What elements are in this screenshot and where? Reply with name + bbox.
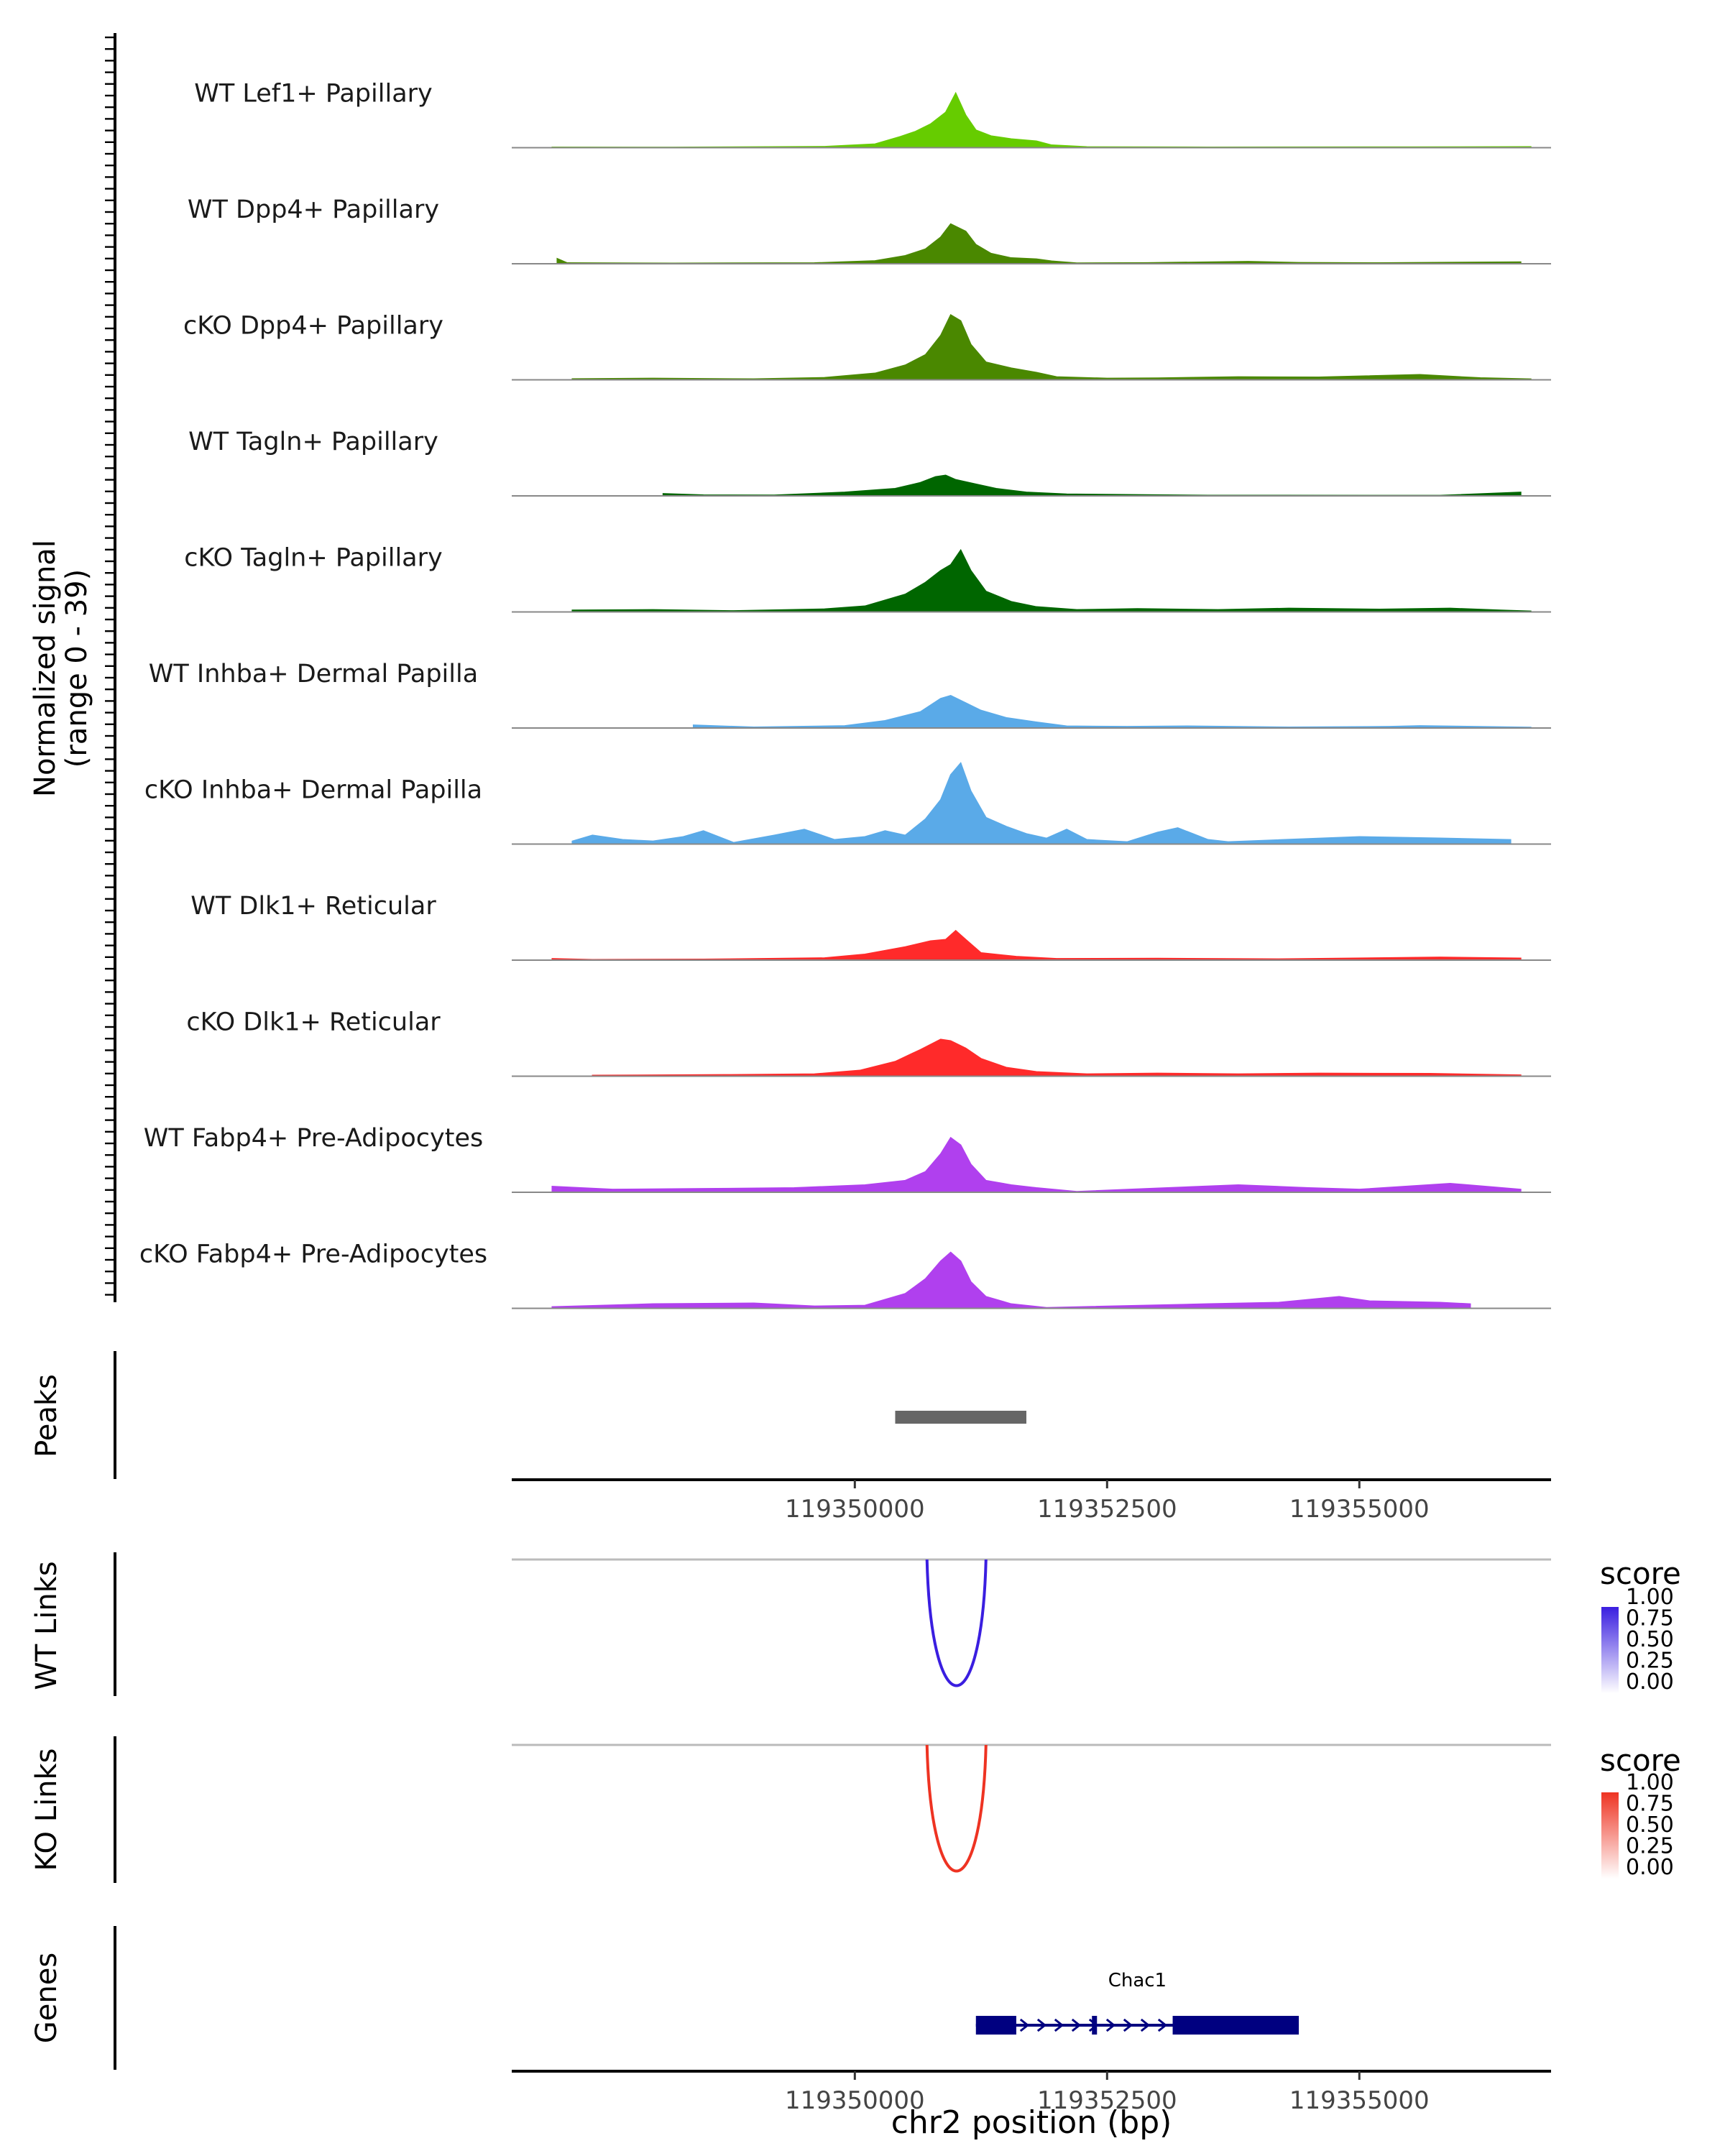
track-label: WT Tagln+ Papillary (188, 428, 438, 456)
strand-arrow (1054, 2018, 1064, 2032)
x-tick-label: 119350000 (785, 1495, 925, 1524)
track-9: WT Fabp4+ Pre-Adipocytes (144, 1124, 1551, 1193)
track-0: WT Lef1+ Papillary (194, 80, 1551, 149)
track-label: cKO Inhba+ Dermal Papilla (144, 776, 482, 805)
track-8: cKO Dlk1+ Reticular (186, 1008, 1551, 1077)
track-area (571, 762, 1512, 845)
wt-links-ylabel: WT Links (30, 1561, 63, 1690)
genes-ylabel: Genes (30, 1953, 63, 2043)
strand-arrow (1036, 2018, 1047, 2032)
track-4: cKO Tagln+ Papillary (184, 544, 1551, 613)
genes-x-axis-ticks: 119350000 119352500 119355000 (785, 2071, 1430, 2115)
ko-links-ylabel: KO Links (30, 1749, 63, 1871)
gene-exon (1092, 2016, 1098, 2035)
x-tick-label: 119355000 (1289, 1495, 1430, 1524)
track-area (571, 548, 1532, 613)
track-area (551, 1136, 1522, 1193)
track-2: cKO Dpp4+ Papillary (183, 312, 1551, 381)
ko-legend-title: score (1600, 1743, 1681, 1778)
wt-links-legend: score 1.000.750.500.250.00 (1600, 1556, 1681, 1695)
track-area (551, 1251, 1471, 1309)
track-6: cKO Inhba+ Dermal Papilla (144, 762, 1551, 845)
genes-xlabel: chr2 position (bp) (891, 2104, 1172, 2141)
ko-links-panel: KO Links score 1.000.750.500.250.00 (30, 1736, 1681, 1883)
coverage-ylabel: Normalized signal (29, 540, 62, 797)
track-label: cKO Dlk1+ Reticular (186, 1008, 441, 1037)
x-tick-label: 119355000 (1289, 2086, 1430, 2115)
track-area (571, 314, 1532, 381)
peaks-panel: Peaks 119350000 119352500 119355000 (30, 1351, 1551, 1524)
track-7: WT Dlk1+ Reticular (190, 892, 1551, 961)
track-area (592, 1038, 1522, 1077)
track-area (662, 474, 1522, 497)
legend-label: 0.75 (1626, 1606, 1674, 1631)
ko-legend-colorbar (1601, 1792, 1619, 1879)
peaks-ylabel: Peaks (30, 1374, 63, 1457)
track-area (551, 91, 1532, 149)
gene-exon (1172, 2016, 1300, 2035)
legend-label: 0.50 (1626, 1812, 1674, 1838)
track-label: WT Lef1+ Papillary (194, 80, 433, 109)
legend-label: 0.00 (1626, 1669, 1674, 1695)
wt-legend-title: score (1600, 1556, 1681, 1591)
track-10: cKO Fabp4+ Pre-Adipocytes (139, 1240, 1551, 1309)
x-tick-label: 119352500 (1037, 1495, 1177, 1524)
wt-links-panel: WT Links score 1.000.750.500.250.00 (30, 1552, 1681, 1696)
track-label: WT Dlk1+ Reticular (190, 892, 436, 921)
track-area (692, 694, 1532, 729)
track-label: cKO Tagln+ Papillary (184, 544, 443, 573)
ko-links-legend: score 1.000.750.500.250.00 (1600, 1743, 1681, 1880)
legend-label: 0.00 (1626, 1855, 1674, 1880)
legend-label: 1.00 (1626, 1585, 1674, 1610)
peak-interval (895, 1411, 1026, 1424)
legend-label: 0.25 (1626, 1834, 1674, 1859)
strand-arrow (1071, 2018, 1082, 2032)
coverage-tracks: WT Lef1+ Papillary WT Dpp4+ Papillary cKO … (139, 80, 1551, 1309)
track-label: WT Inhba+ Dermal Papilla (149, 660, 478, 688)
legend-label: 1.00 (1626, 1770, 1674, 1795)
strand-arrow (1019, 2018, 1030, 2032)
wt-link-arc (925, 1559, 988, 1687)
track-label: cKO Dpp4+ Papillary (183, 312, 443, 341)
x-tick-label: 119350000 (785, 2086, 925, 2115)
strand-arrow (1157, 2018, 1168, 2032)
ko-link-arc (925, 1744, 988, 1873)
legend-label: 0.75 (1626, 1792, 1674, 1817)
legend-label: 0.25 (1626, 1649, 1674, 1674)
legend-label: 0.50 (1626, 1627, 1674, 1652)
track-area (551, 929, 1522, 961)
strand-arrow (1105, 2018, 1116, 2032)
gene-model (975, 2016, 1300, 2035)
strand-arrow (1123, 2018, 1133, 2032)
wt-legend-labels: 1.000.750.500.250.00 (1626, 1585, 1674, 1695)
coverage-ylabel-range: (range 0 - 39) (60, 569, 93, 768)
wt-legend-colorbar (1601, 1607, 1619, 1693)
track-5: WT Inhba+ Dermal Papilla (149, 660, 1551, 729)
genes-panel: Genes Chac1 119350000 119352500 119355000 … (30, 1926, 1551, 2141)
x-tick-label: 119352500 (1037, 2086, 1177, 2115)
track-label: WT Dpp4+ Papillary (188, 195, 439, 224)
track-label: cKO Fabp4+ Pre-Adipocytes (139, 1240, 487, 1269)
track-1: WT Dpp4+ Papillary (188, 195, 1551, 264)
peaks-x-axis-ticks: 119350000 119352500 119355000 (785, 1480, 1430, 1524)
track-label: WT Fabp4+ Pre-Adipocytes (144, 1124, 483, 1153)
coverage-y-axis-ticks (105, 36, 115, 1296)
coverage-panel: Normalized signal (range 0 - 39) WT Lef1… (29, 33, 1551, 1309)
track-3: WT Tagln+ Papillary (188, 428, 1551, 497)
track-area (556, 223, 1522, 264)
gene-label: Chac1 (1108, 1970, 1167, 1991)
strand-arrow (1140, 2018, 1151, 2032)
ko-legend-labels: 1.000.750.500.250.00 (1626, 1770, 1674, 1880)
gene-exon (975, 2016, 1016, 2035)
